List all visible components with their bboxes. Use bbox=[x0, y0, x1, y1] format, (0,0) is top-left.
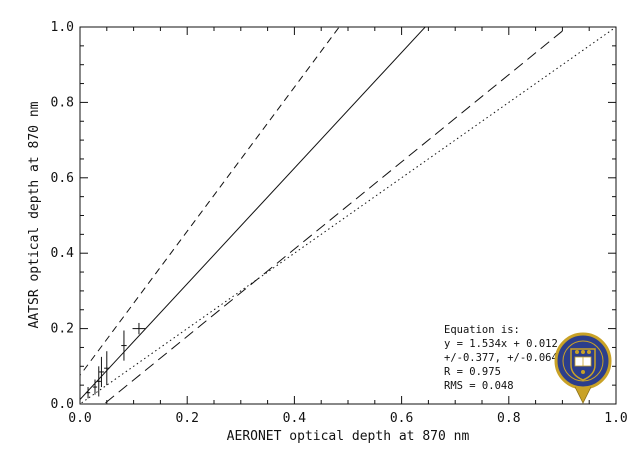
fit-line-dotted bbox=[80, 27, 616, 404]
data-points bbox=[85, 322, 146, 399]
x-tick-label: 0.6 bbox=[390, 411, 413, 426]
fit-line-solid bbox=[80, 27, 426, 401]
fit-line-short-dash bbox=[80, 27, 340, 377]
x-tick-label: 0.2 bbox=[175, 411, 198, 426]
y-axis-label: AATSR optical depth at 870 nm bbox=[27, 101, 42, 328]
equation-line-3: +/-0.377, +/-0.064 bbox=[444, 352, 558, 364]
data-point bbox=[85, 387, 91, 399]
data-point bbox=[92, 379, 98, 395]
x-axis-label: AERONET optical depth at 870 nm bbox=[227, 429, 470, 444]
y-axis-ticks: 0.0 0.2 0.4 0.6 0.8 1.0 bbox=[51, 20, 616, 412]
y-tick-label: 0.2 bbox=[51, 322, 74, 337]
x-tick-label: 0.8 bbox=[497, 411, 520, 426]
y-tick-label: 0.4 bbox=[51, 246, 75, 261]
x-axis-ticks: 0.0 0.2 0.4 0.6 0.8 1.0 bbox=[68, 27, 628, 426]
equation-line-5: RMS = 0.048 bbox=[444, 380, 514, 392]
equation-line-2: y = 1.534x + 0.012 bbox=[444, 338, 558, 350]
x-tick-label: 1.0 bbox=[604, 411, 627, 426]
fit-lines bbox=[80, 27, 616, 404]
fit-line-long-dash bbox=[103, 27, 569, 404]
data-point bbox=[132, 322, 146, 335]
data-point bbox=[104, 351, 110, 386]
data-point bbox=[96, 366, 101, 397]
equation-line-1: Equation is: bbox=[444, 324, 520, 336]
y-tick-label: 0.6 bbox=[51, 171, 74, 186]
university-crest-icon bbox=[554, 332, 612, 404]
data-point bbox=[98, 356, 105, 388]
equation-annotation: Equation is: y = 1.534x + 0.012 +/-0.377… bbox=[444, 324, 558, 392]
y-tick-label: 0.8 bbox=[51, 95, 74, 110]
equation-line-4: R = 0.975 bbox=[444, 366, 501, 378]
y-tick-label: 1.0 bbox=[51, 20, 74, 35]
y-tick-label: 0.0 bbox=[51, 397, 74, 412]
data-point bbox=[121, 330, 127, 361]
x-tick-label: 0.0 bbox=[68, 411, 91, 426]
x-tick-label: 0.4 bbox=[283, 411, 307, 426]
